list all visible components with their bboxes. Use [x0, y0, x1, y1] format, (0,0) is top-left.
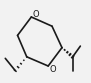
- Text: O: O: [33, 10, 39, 19]
- Text: O: O: [50, 65, 56, 74]
